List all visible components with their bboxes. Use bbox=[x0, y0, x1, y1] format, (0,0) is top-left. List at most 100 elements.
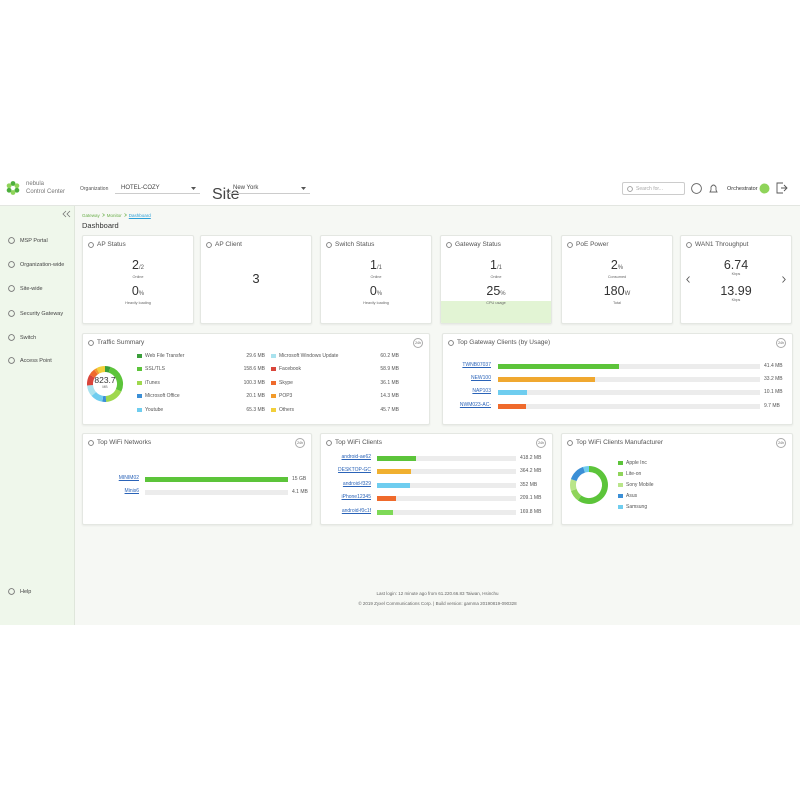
legend-value: 158.6 bbox=[243, 366, 257, 372]
metric-caption: Online bbox=[370, 275, 382, 279]
card-icon-shape bbox=[446, 242, 452, 248]
client-name[interactable]: android-f329 bbox=[342, 481, 371, 487]
sidebar-icon-shape bbox=[8, 285, 15, 292]
sidebar-item[interactable]: Organization-wide bbox=[0, 260, 75, 271]
legend-unit: MB bbox=[391, 393, 400, 399]
client-name[interactable]: NWM023-AC- bbox=[459, 402, 491, 408]
sidebar-icon-shape bbox=[8, 237, 15, 244]
usage-value: 352 bbox=[520, 482, 529, 488]
client-name[interactable]: MINIM02 bbox=[118, 475, 139, 481]
usage-amount: 418.2 MB bbox=[520, 455, 541, 461]
sidebar-item[interactable]: Site-wide bbox=[0, 284, 75, 295]
help-icon-shape bbox=[8, 588, 15, 595]
sidebar-label: MSP Portal bbox=[20, 238, 48, 244]
search-icon bbox=[627, 186, 633, 192]
usage-value: 9.7 bbox=[764, 403, 771, 409]
usage-bar bbox=[377, 496, 397, 501]
user-name[interactable]: Orchestrator bbox=[727, 186, 758, 192]
usage-value: 4.1 bbox=[292, 489, 299, 495]
sidebar-label: Switch bbox=[20, 335, 37, 341]
client-name[interactable]: NEW100 bbox=[470, 375, 491, 381]
logo-petal bbox=[14, 183, 20, 189]
legend-unit: MB bbox=[257, 380, 266, 386]
usage-amount: 364.2 MB bbox=[520, 468, 541, 474]
metric-suffix: % bbox=[500, 291, 506, 297]
client-name[interactable]: iPhone12345 bbox=[341, 494, 371, 500]
donut-segment bbox=[108, 366, 123, 392]
usage-unit: MB bbox=[533, 495, 542, 501]
donut-segment bbox=[570, 479, 577, 491]
metric-caption: Online bbox=[132, 275, 144, 279]
bar-track bbox=[377, 510, 516, 515]
sidebar-item[interactable]: Security Gateway bbox=[0, 309, 75, 320]
metric-value: 13.99 bbox=[720, 284, 752, 298]
donut-segment bbox=[94, 368, 100, 375]
client-name[interactable]: android-f0c1f bbox=[341, 508, 371, 514]
sidebar-label: Site-wide bbox=[20, 286, 43, 292]
usage-amount: 33.2 MB bbox=[764, 376, 783, 382]
legend-swatch bbox=[137, 394, 142, 398]
help-item[interactable]: Help bbox=[0, 587, 75, 598]
legend-value: 60.2 bbox=[380, 353, 391, 359]
legend-value: 14.3 bbox=[380, 393, 391, 399]
usage-value: 364.2 bbox=[520, 468, 533, 474]
client-name[interactable]: NAP103 bbox=[472, 388, 491, 394]
legend-swatch bbox=[618, 494, 623, 498]
client-name[interactable]: android-ae62 bbox=[341, 454, 371, 460]
client-name[interactable]: DESKTOP-GC bbox=[338, 467, 371, 473]
legend-name: Sony Mobile bbox=[626, 482, 654, 488]
status-card: PoE Power 2% Consumed 180W Total bbox=[561, 235, 673, 324]
sidebar-icon bbox=[8, 261, 15, 268]
metric-caption: Heavily loading bbox=[363, 301, 389, 305]
client-name[interactable]: Minis6 bbox=[124, 488, 139, 494]
site-select[interactable]: New York bbox=[228, 183, 310, 194]
legend-unit: MB bbox=[257, 407, 266, 413]
panel-title: Top WiFi Clients bbox=[335, 439, 382, 446]
usage-bar bbox=[498, 377, 595, 382]
metric-line: 2% bbox=[562, 258, 672, 275]
card-icon bbox=[686, 242, 692, 248]
metric: 2% Consumed bbox=[562, 258, 672, 280]
metric: 3 bbox=[201, 272, 311, 285]
caret-shape bbox=[301, 187, 306, 190]
metric-caption: Heavily loading bbox=[125, 301, 151, 305]
brand-subtitle: Control Center bbox=[26, 189, 66, 195]
org-select[interactable]: HOTEL-COZY bbox=[115, 183, 200, 194]
metric: 6.74 Kbps bbox=[681, 258, 791, 277]
usage-value: 41.4 bbox=[764, 363, 774, 369]
card-title: Gateway Status bbox=[455, 241, 501, 248]
range-button[interactable]: 24h bbox=[413, 338, 423, 348]
arrow-shape bbox=[782, 276, 786, 283]
legend-name: Lite-on bbox=[626, 471, 642, 477]
range-button[interactable]: 24h bbox=[776, 438, 786, 448]
range-button[interactable]: 24h bbox=[776, 338, 786, 348]
search-icon-shape bbox=[627, 186, 633, 192]
logo-petal bbox=[10, 181, 16, 186]
logo-petal bbox=[14, 187, 20, 193]
sidebar-item[interactable]: Switch bbox=[0, 333, 75, 344]
sidebar-item[interactable]: MSP Portal bbox=[0, 236, 75, 247]
bar-track bbox=[498, 377, 760, 382]
panel-icon-shape bbox=[88, 340, 94, 346]
range-button[interactable]: 24h bbox=[536, 438, 546, 448]
metric-caption: CPU usage bbox=[486, 301, 506, 305]
breadcrumb-item: Gateway bbox=[82, 212, 100, 218]
help-icon bbox=[8, 588, 15, 595]
legend-name: Apple Inc bbox=[626, 460, 647, 466]
sidebar-item[interactable]: Access Point bbox=[0, 356, 75, 367]
metric: 13.99 Kbps bbox=[681, 284, 791, 303]
usage-value: 209.1 bbox=[520, 495, 533, 501]
metric-value: 6.74 bbox=[723, 258, 749, 272]
client-name[interactable]: TWNB07037 bbox=[462, 362, 491, 368]
top-wifi-clients-panel: Top WiFi Clients 24h android-ae62 418.2 MB D… bbox=[320, 433, 553, 525]
legend-amount: 58.9 MB bbox=[369, 366, 399, 372]
legend-name: Facebook bbox=[279, 366, 301, 372]
range-button[interactable]: 24h bbox=[295, 438, 305, 448]
org-label: Organization bbox=[80, 186, 109, 192]
panel-icon-shape bbox=[567, 440, 573, 446]
legend-name: Asus bbox=[626, 493, 638, 499]
copyright: © 2019 Zyxel Communications Corp. | Buil… bbox=[358, 601, 517, 606]
search-box[interactable]: Search for... bbox=[622, 182, 685, 195]
panel-title: Top Gateway Clients (by Usage) bbox=[457, 339, 551, 346]
user-icon[interactable] bbox=[691, 183, 702, 194]
